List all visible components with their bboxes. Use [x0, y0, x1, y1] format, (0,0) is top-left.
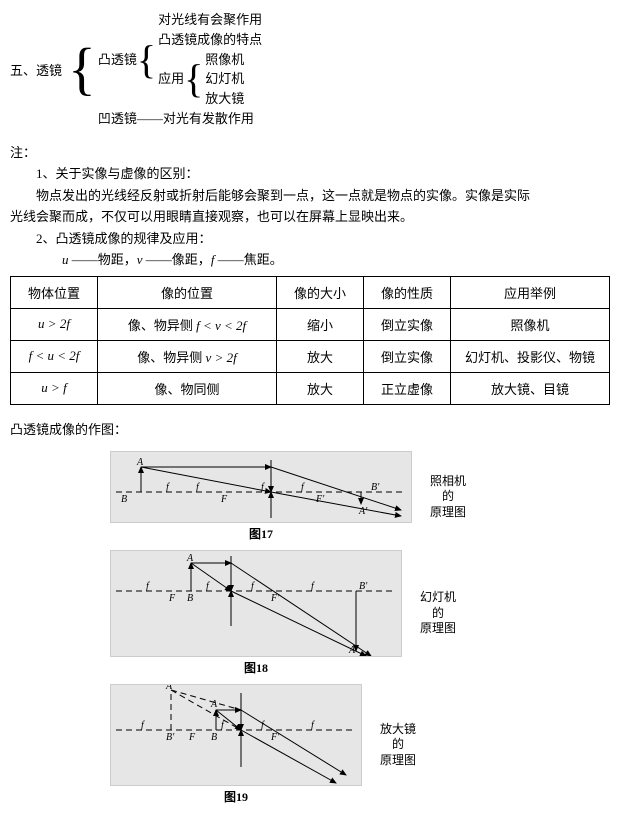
th-2: 像的大小	[277, 276, 364, 308]
svg-text:f: f	[261, 720, 265, 731]
svg-text:f: f	[141, 720, 145, 731]
svg-text:f: f	[146, 581, 150, 592]
note-1c: 光线会聚而成，不仅可以用眼睛直接观察，也可以在屏幕上显映出来。	[10, 207, 630, 227]
app-2: 放大镜	[205, 89, 244, 109]
svg-text:B': B'	[359, 581, 368, 592]
svg-text:f: f	[196, 482, 200, 493]
brace-1: {	[68, 43, 98, 95]
r2c2: 像、物同侧	[98, 372, 277, 404]
r0c1: u > 2f	[11, 308, 98, 340]
note-1a: 1、关于实像与虚像的区别：	[10, 164, 630, 184]
outline-level1: 凸透镜 { 对光线有会聚作用 凸透镜成像的特点 应用 { 照像机 幻灯机 放大镜…	[98, 10, 262, 129]
convex-line-0: 对光线有会聚作用	[158, 10, 262, 30]
fig19-caption: 图19	[110, 786, 362, 807]
r2c1: u > f	[11, 372, 98, 404]
fig19-side: 放大镜 的 原理图	[380, 722, 416, 769]
svg-text:A': A'	[348, 645, 358, 656]
fig19-panel: A' A B' B F F' f f f f	[110, 684, 362, 786]
svg-text:F: F	[188, 732, 196, 743]
r0c3: 缩小	[277, 308, 364, 340]
fig19-svg: A' A B' B F F' f f f f	[111, 685, 361, 785]
svg-text:F: F	[220, 494, 228, 505]
th-4: 应用举例	[451, 276, 610, 308]
convex-row: 凸透镜 { 对光线有会聚作用 凸透镜成像的特点 应用 { 照像机 幻灯机 放大镜	[98, 10, 262, 109]
convex-label: 凸透镜	[98, 50, 137, 70]
svg-text:F': F'	[270, 732, 280, 743]
table-row: u > f 像、物同侧 放大 正立虚像 放大镜、目镜	[11, 372, 610, 404]
r1c3: 放大	[277, 340, 364, 372]
svg-text:f: f	[301, 482, 305, 493]
r0c2: 像、物异侧 f < v < 2f	[98, 308, 277, 340]
concave-line: 凹透镜——对光有发散作用	[98, 109, 262, 129]
outline-root: 五、透镜	[10, 60, 68, 79]
note-2b: u ——物距，v ——像距，f ——焦距。	[10, 250, 630, 270]
svg-text:B: B	[187, 593, 193, 604]
svg-text:B': B'	[371, 482, 380, 493]
app-0: 照像机	[205, 50, 244, 70]
table-row: f < u < 2f 像、物异侧 v > 2f 放大 倒立实像 幻灯机、投影仪、…	[11, 340, 610, 372]
r1c4: 倒立实像	[364, 340, 451, 372]
svg-text:f: f	[261, 482, 265, 493]
r1c5: 幻灯机、投影仪、物镜	[451, 340, 610, 372]
convex-children: 对光线有会聚作用 凸透镜成像的特点 应用 { 照像机 幻灯机 放大镜	[158, 10, 262, 109]
r2c4: 正立虚像	[364, 372, 451, 404]
notes-block: 注： 1、关于实像与虚像的区别： 物点发出的光线经反射或折射后能够会聚到一点，这…	[10, 143, 630, 270]
svg-text:A: A	[210, 699, 218, 710]
fig18-panel: A B F F' B' A' f f f f	[110, 550, 402, 657]
convex-line-1: 凸透镜成像的特点	[158, 30, 262, 50]
svg-text:F': F'	[315, 494, 325, 505]
r2c3: 放大	[277, 372, 364, 404]
svg-text:f: f	[251, 581, 255, 592]
figures-block: A B F f f F' A' B' f f 图17 照相机 的 原理图	[110, 451, 630, 807]
apps-row: 应用 { 照像机 幻灯机 放大镜	[158, 49, 262, 109]
svg-text:F: F	[168, 593, 176, 604]
r0c4: 倒立实像	[364, 308, 451, 340]
fig17-block: A B F f f F' A' B' f f 图17 照相机 的 原理图	[110, 451, 630, 544]
th-0: 物体位置	[11, 276, 98, 308]
fig18-caption: 图18	[110, 657, 402, 678]
fig17-side: 照相机 的 原理图	[430, 474, 466, 521]
note-2a: 2、凸透镜成像的规律及应用：	[10, 229, 630, 249]
svg-text:f: f	[311, 581, 315, 592]
fig17-panel: A B F f f F' A' B' f f	[110, 451, 412, 523]
svg-text:B: B	[121, 494, 127, 505]
svg-text:A': A'	[358, 506, 368, 517]
brace-2: {	[137, 30, 158, 90]
th-3: 像的性质	[364, 276, 451, 308]
note-1b: 物点发出的光线经反射或折射后能够会聚到一点，这一点就是物点的实像。实像是实际	[10, 186, 630, 206]
notes-heading: 注：	[10, 143, 630, 163]
table-header-row: 物体位置 像的位置 像的大小 像的性质 应用举例	[11, 276, 610, 308]
svg-text:f: f	[166, 482, 170, 493]
apps-children: 照像机 幻灯机 放大镜	[205, 50, 244, 109]
apps-label: 应用	[158, 69, 184, 89]
svg-text:B: B	[211, 732, 217, 743]
svg-text:f: f	[221, 720, 225, 731]
fig17-caption: 图17	[110, 523, 412, 544]
table-row: u > 2f 像、物异侧 f < v < 2f 缩小 倒立实像 照像机	[11, 308, 610, 340]
svg-text:B': B'	[166, 732, 175, 743]
brace-3: {	[184, 49, 205, 109]
svg-text:F': F'	[270, 593, 280, 604]
svg-text:A: A	[136, 457, 144, 468]
svg-text:f: f	[311, 720, 315, 731]
r1c1: f < u < 2f	[11, 340, 98, 372]
fig18-block: A B F F' B' A' f f f f 图18 幻灯机 的 原理图	[110, 550, 630, 678]
svg-text:A: A	[186, 553, 194, 564]
fig18-svg: A B F F' B' A' f f f f	[111, 551, 401, 656]
svg-text:A': A'	[165, 685, 175, 692]
th-1: 像的位置	[98, 276, 277, 308]
r2c5: 放大镜、目镜	[451, 372, 610, 404]
r1c2: 像、物异侧 v > 2f	[98, 340, 277, 372]
r0c5: 照像机	[451, 308, 610, 340]
fig19-block: A' A B' B F F' f f f f 图19 放大镜 的 原理图	[110, 684, 630, 807]
figs-title: 凸透镜成像的作图：	[10, 419, 630, 438]
svg-text:f: f	[206, 581, 210, 592]
app-1: 幻灯机	[205, 69, 244, 89]
fig17-svg: A B F f f F' A' B' f f	[111, 452, 411, 522]
outline-tree: 五、透镜 { 凸透镜 { 对光线有会聚作用 凸透镜成像的特点 应用 { 照像机 …	[10, 10, 630, 129]
fig18-side: 幻灯机 的 原理图	[420, 590, 456, 637]
lens-table: 物体位置 像的位置 像的大小 像的性质 应用举例 u > 2f 像、物异侧 f …	[10, 276, 610, 405]
